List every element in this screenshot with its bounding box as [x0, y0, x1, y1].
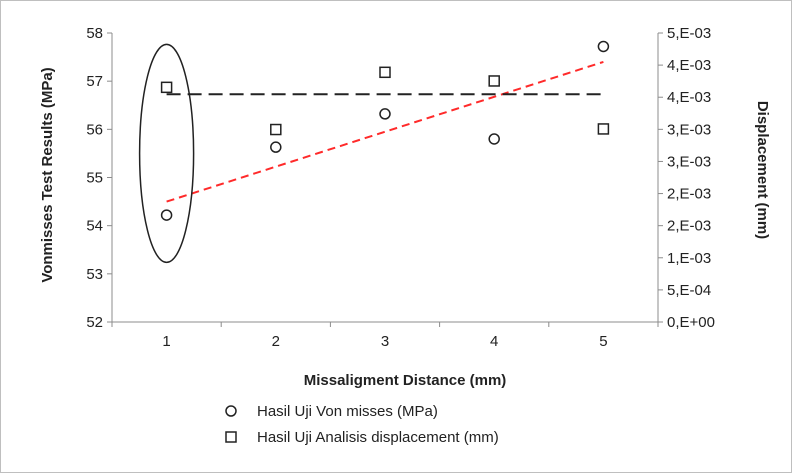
- displacement-point: [160, 81, 173, 94]
- y2-tick-label: 2,E-03: [667, 186, 711, 203]
- vonmises-point: [160, 209, 173, 221]
- x-tick-label: 5: [599, 333, 607, 350]
- x-tick-label: 3: [381, 333, 389, 350]
- y-tick-label: 52: [86, 314, 103, 331]
- highlight-ellipse: [138, 43, 195, 264]
- y-tick-label: 54: [86, 218, 103, 235]
- displacement-point: [270, 123, 282, 136]
- y2-tick-label: 3,E-03: [667, 153, 711, 170]
- y2-tick-label: 1,E-03: [667, 250, 711, 267]
- y2-tick-label: 2,E-03: [667, 218, 711, 235]
- legend: Hasil Uji Von misses (MPa) Hasil Uji Ana…: [225, 403, 499, 446]
- x-tick-label: 1: [162, 333, 170, 350]
- vonmises-trendline: [166, 60, 604, 203]
- y2-tick-label: 3,E-03: [667, 121, 711, 138]
- data-marks: [160, 40, 610, 221]
- displacement-point: [379, 66, 391, 79]
- y-tick-label: 53: [86, 266, 103, 283]
- y-tick-label: 57: [86, 73, 103, 90]
- y-tick-label: 55: [86, 170, 103, 187]
- vonmises-point: [270, 141, 282, 153]
- legend-label-displacement: Hasil Uji Analisis displacement (mm): [257, 429, 499, 446]
- y-tick-label: 58: [86, 25, 103, 42]
- legend-square-marker: [225, 431, 237, 443]
- annotations: [138, 43, 195, 264]
- x-axis-title: Missaligment Distance (mm): [304, 372, 507, 389]
- y2-tick-label: 5,E-03: [667, 25, 711, 42]
- displacement-point: [597, 123, 610, 135]
- vonmises-point: [379, 108, 391, 120]
- displacement-point: [488, 75, 500, 87]
- legend-circle-marker: [225, 405, 237, 417]
- y2-tick-label: 5,E-04: [667, 282, 711, 299]
- vonmises-point: [597, 40, 610, 53]
- vonmises-point: [488, 133, 500, 145]
- y2-axis-title: Displacement (mm): [754, 101, 771, 239]
- x-tick-label: 2: [272, 333, 280, 350]
- legend-label-vonmises: Hasil Uji Von misses (MPa): [257, 403, 438, 420]
- y-tick-label: 56: [86, 121, 103, 138]
- y-axis-title: Vonmisses Test Results (MPa): [39, 67, 56, 282]
- y2-tick-label: 4,E-03: [667, 57, 711, 74]
- y2-tick-label: 4,E-03: [667, 89, 711, 106]
- axes: 525354555657580,E+005,E-041,E-032,E-032,…: [86, 25, 715, 350]
- trendlines: [166, 60, 604, 203]
- x-tick-label: 4: [490, 333, 498, 350]
- y2-tick-label: 0,E+00: [667, 314, 715, 331]
